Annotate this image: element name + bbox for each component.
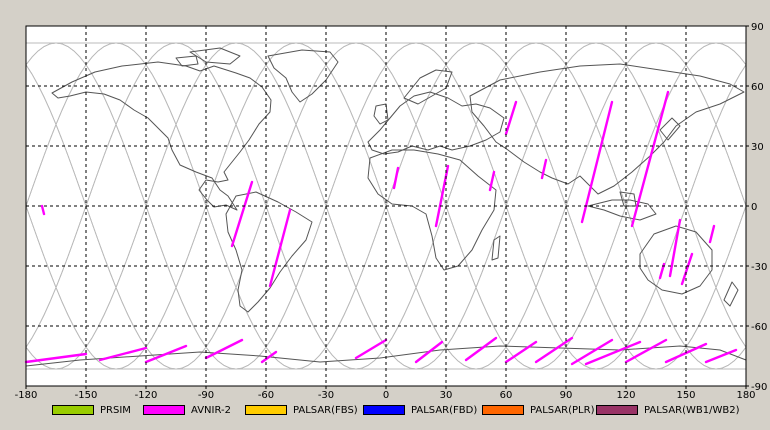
acquisition-strip bbox=[40, 204, 46, 216]
acquisition-strip bbox=[630, 90, 670, 228]
y-tick-label: -30 bbox=[751, 262, 767, 273]
x-tick-label: 0 bbox=[383, 390, 389, 401]
coastline-asia bbox=[469, 63, 745, 195]
y-tick-label: 0 bbox=[751, 202, 757, 213]
acquisition-strip bbox=[708, 224, 716, 244]
acquisition-strip bbox=[98, 346, 148, 362]
coastlines bbox=[25, 47, 747, 367]
acquisition-strips bbox=[24, 90, 738, 366]
legend-swatch bbox=[596, 405, 638, 415]
x-tick-labels: -180 -150 -120 -90 -60 -30 0 30 60 90 120 150 180 bbox=[15, 386, 756, 401]
graticule bbox=[26, 26, 746, 386]
legend-item-palsar-fbs: PALSAR(FBS) bbox=[245, 402, 358, 418]
coastline-south-america bbox=[225, 191, 313, 313]
coastline-britain bbox=[373, 103, 389, 125]
acquisition-strip bbox=[144, 344, 188, 364]
coastline-scandinavia bbox=[403, 69, 453, 105]
legend: PRSIM AVNIR-2 PALSAR(FBS) PALSAR(FBD) PA… bbox=[0, 402, 770, 422]
coastline-africa bbox=[367, 149, 497, 271]
x-tick-label: 60 bbox=[500, 390, 513, 401]
acquisition-strip bbox=[504, 100, 518, 136]
x-tick-label: -90 bbox=[198, 390, 214, 401]
acquisition-strip bbox=[704, 348, 738, 364]
acquisition-strip bbox=[24, 352, 88, 364]
x-tick-label: 180 bbox=[736, 390, 755, 401]
coastline-japan bbox=[659, 117, 681, 141]
y-tick-label: 60 bbox=[751, 82, 764, 93]
legend-label: PRSIM bbox=[100, 404, 131, 416]
y-tick-label: -60 bbox=[751, 322, 767, 333]
x-tick-label: -150 bbox=[75, 390, 98, 401]
acquisition-strip bbox=[570, 338, 614, 366]
legend-label: PALSAR(FBS) bbox=[293, 404, 358, 416]
legend-swatch bbox=[52, 405, 94, 415]
legend-swatch bbox=[363, 405, 405, 415]
acquisition-strip bbox=[668, 218, 682, 278]
legend-swatch bbox=[245, 405, 287, 415]
y-tick-labels: 90 60 30 0 -30 -60 -90 bbox=[746, 22, 767, 393]
acquisition-strip bbox=[464, 336, 498, 362]
x-tick-label: 120 bbox=[616, 390, 635, 401]
coastline-antarctica bbox=[25, 345, 747, 367]
legend-item-avnir2: AVNIR-2 bbox=[143, 402, 231, 418]
acquisition-strip bbox=[534, 336, 574, 364]
y-tick-label: 90 bbox=[751, 22, 764, 33]
legend-item-palsar-plr: PALSAR(PLR) bbox=[482, 402, 594, 418]
legend-swatch bbox=[482, 405, 524, 415]
acquisition-strip bbox=[392, 166, 400, 190]
coastline-europe bbox=[367, 91, 505, 155]
x-tick-label: -30 bbox=[318, 390, 334, 401]
coastline-madagascar bbox=[491, 235, 501, 261]
acquisition-strip bbox=[504, 340, 538, 364]
x-tick-label: -60 bbox=[258, 390, 274, 401]
coastline-australia bbox=[639, 225, 713, 295]
legend-item-palsar-wb: PALSAR(WB1/WB2) bbox=[596, 402, 740, 418]
legend-label: PALSAR(FBD) bbox=[411, 404, 478, 416]
legend-item-prsim: PRSIM bbox=[52, 402, 131, 418]
acquisition-strip bbox=[540, 158, 548, 180]
acquisition-strip bbox=[584, 340, 642, 366]
x-tick-label: 150 bbox=[676, 390, 695, 401]
y-tick-label: -90 bbox=[751, 382, 767, 393]
legend-label: AVNIR-2 bbox=[191, 404, 231, 416]
acquisition-strip bbox=[204, 338, 244, 360]
legend-swatch bbox=[143, 405, 185, 415]
acquisition-strip bbox=[624, 338, 668, 364]
coastline-arctic-islands bbox=[175, 47, 241, 67]
acquisition-strip bbox=[260, 350, 278, 364]
acquisition-strip bbox=[580, 100, 614, 224]
acquisition-strip bbox=[414, 340, 444, 364]
acquisition-strip bbox=[268, 208, 292, 288]
x-tick-label: 30 bbox=[440, 390, 453, 401]
acquisition-strip bbox=[354, 338, 388, 360]
acquisition-strip bbox=[680, 252, 694, 286]
y-tick-label: 30 bbox=[751, 142, 764, 153]
x-tick-label: 90 bbox=[560, 390, 573, 401]
coastline-indonesia bbox=[587, 191, 657, 221]
legend-label: PALSAR(WB1/WB2) bbox=[644, 404, 740, 416]
x-tick-label: -180 bbox=[15, 390, 38, 401]
coastline-greenland bbox=[267, 49, 339, 103]
legend-label: PALSAR(PLR) bbox=[530, 404, 595, 416]
acquisition-strip bbox=[488, 170, 496, 192]
acquisition-strip bbox=[230, 180, 254, 248]
coastline-new-zealand bbox=[723, 281, 739, 307]
legend-item-palsar-fbd: PALSAR(FBD) bbox=[363, 402, 477, 418]
x-tick-label: -120 bbox=[135, 390, 158, 401]
